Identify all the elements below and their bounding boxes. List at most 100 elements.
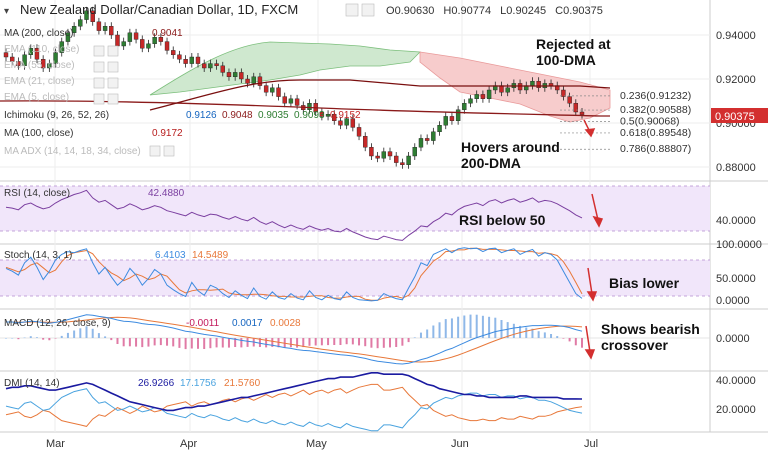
legend-toggle-5[interactable]: [149, 145, 161, 157]
candle-body: [424, 138, 430, 141]
macd-hist-bar: [481, 315, 484, 338]
close-label: C: [555, 5, 563, 17]
macd-hist-bar: [48, 338, 51, 341]
candle-body: [127, 32, 133, 42]
ema110-legend: EMA (110, close): [4, 44, 79, 55]
options-button[interactable]: [361, 3, 375, 17]
macd-hist-bar: [556, 336, 559, 338]
candle-body: [226, 72, 232, 78]
macd-hist-bar: [227, 338, 230, 348]
legend-toggle-3[interactable]: [93, 77, 105, 89]
macd-hist-bar: [308, 338, 311, 346]
macd-hist-bar: [271, 338, 274, 347]
candle-body: [239, 72, 244, 80]
ma100-legend: MA (100, close): [4, 128, 73, 139]
macd-line-value: 0.0017: [232, 318, 263, 329]
macd-hist-bar: [488, 316, 491, 338]
macd-hist-bar: [97, 333, 100, 338]
macd-hist-bar: [407, 338, 410, 343]
candle-body: [195, 56, 201, 64]
macd-hist-bar: [116, 338, 119, 344]
macd-hist-bar: [376, 338, 379, 349]
collapse-icon[interactable]: ▾: [4, 6, 9, 17]
legend-controls[interactable]: [93, 45, 175, 157]
candle-body: [183, 59, 188, 64]
macd-hist-bar: [122, 338, 125, 347]
legend-settings-4[interactable]: [107, 93, 119, 105]
candle-body: [189, 56, 195, 64]
macd-hist-bar: [85, 326, 88, 338]
candle-body: [369, 146, 374, 157]
maadx-legend: MA ADX (14, 14, 18, 34, close): [4, 146, 141, 157]
macd-hist-bar: [419, 332, 422, 338]
candle-body: [338, 120, 343, 126]
candle-body: [133, 32, 139, 40]
candle-body: [220, 65, 225, 73]
candle-body: [288, 98, 294, 104]
pair-title: New Zealand Dollar/Canadian Dollar, 1D, …: [20, 2, 298, 17]
candle-body: [412, 146, 417, 157]
rsi-legend: RSI (14, close): [4, 188, 70, 199]
legend-settings-2[interactable]: [107, 61, 119, 73]
macd-hist-bar: [457, 316, 460, 338]
macd-hist-bar: [345, 338, 348, 345]
macd-hist-bar: [550, 334, 553, 338]
ichimoku-v1: 0.9126: [186, 110, 217, 121]
legend-settings-5[interactable]: [163, 145, 175, 157]
candle-body: [406, 155, 411, 166]
settings-button[interactable]: [345, 3, 359, 17]
candle-body: [245, 78, 250, 84]
candle-body: [573, 102, 579, 113]
rsi-tick: 40.0000: [716, 215, 756, 227]
legend-toggle-2[interactable]: [93, 61, 105, 73]
candle-body: [319, 111, 325, 117]
macd-hist-bar: [426, 329, 429, 338]
legend-settings-1[interactable]: [107, 45, 119, 57]
legend-toggle-4[interactable]: [93, 93, 105, 105]
candle-body: [381, 151, 387, 159]
candle-body: [140, 39, 145, 49]
price-tick-2: 0.92000: [716, 74, 756, 86]
macd-hist-bar: [382, 338, 385, 348]
stoch-d-line: [5, 247, 583, 301]
macd-pane: MACD (12, 26, close, 9) -0.0011 0.0017 0…: [0, 314, 750, 365]
macd-legend: MACD (12, 26, close, 9): [4, 318, 111, 329]
time-tick-jul: Jul: [584, 438, 598, 450]
macd-hist-bar: [581, 338, 583, 348]
candle-body: [65, 32, 71, 42]
macd-hist-bar: [159, 338, 162, 346]
annotation-rejected-2: 100-DMA: [536, 52, 596, 68]
ichimoku-v5: 0.9152: [330, 110, 361, 121]
ma200-legend: MA (200, close): [4, 28, 73, 39]
dmi-adx-value: 26.9266: [138, 378, 175, 389]
stoch-tick-3: 0.0000: [716, 295, 750, 307]
candle-body: [109, 26, 114, 36]
candle-body: [71, 26, 77, 34]
macd-hist-bar: [401, 338, 404, 346]
ichimoku-v4: 0.9093: [294, 110, 325, 121]
candle-body: [201, 63, 207, 69]
candle-body: [375, 155, 380, 159]
candle-body: [16, 61, 21, 67]
legend-toggle-1[interactable]: [93, 45, 105, 57]
macd-hist-bar: [184, 338, 187, 350]
stoch-k-value: 6.4103: [155, 250, 186, 261]
price-tick-1: 0.94000: [716, 30, 756, 42]
dmi-minus-value: 21.5760: [224, 378, 261, 389]
dmi-pane: DMI (14, 14) 26.9266 17.1756 21.5760 40.…: [4, 372, 756, 432]
candle-body: [121, 41, 126, 47]
macd-hist-bar: [73, 330, 76, 338]
candle-body: [536, 80, 541, 88]
header: ▾ New Zealand Dollar/Canadian Dollar, 1D…: [4, 2, 603, 17]
arrow-down-icon: [584, 325, 596, 360]
candle-body: [152, 37, 157, 45]
macd-hist-bar: [215, 338, 218, 348]
macd-hist-bar: [17, 338, 20, 340]
candle-body: [158, 37, 164, 42]
legend-settings-3[interactable]: [107, 77, 119, 89]
ohlc-readout: O0.90630 H0.90774 L0.90245 C0.90375: [386, 5, 603, 17]
candle-body: [356, 127, 362, 137]
macd-hist-bar: [221, 338, 224, 348]
macd-hist-bar: [135, 338, 138, 347]
